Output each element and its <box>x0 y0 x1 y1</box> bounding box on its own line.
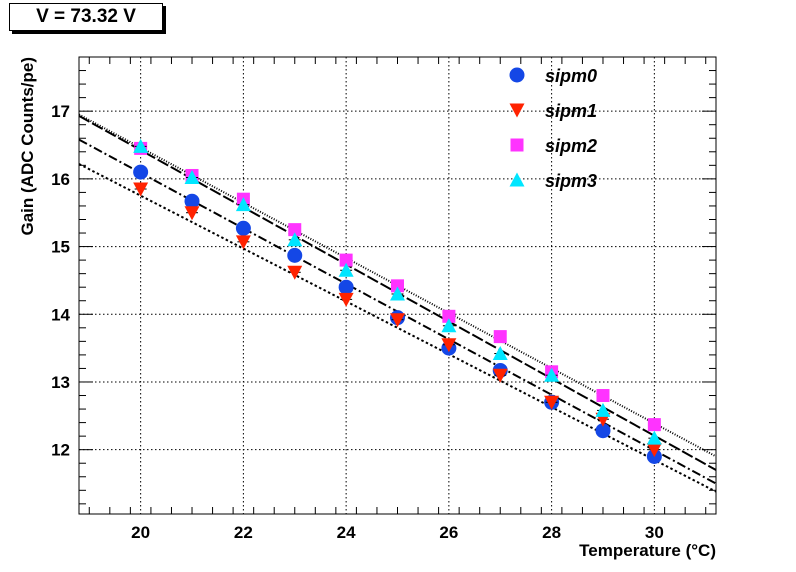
y-tick-label: 14 <box>51 305 70 324</box>
data-points <box>133 138 662 464</box>
x-tick-label: 20 <box>131 523 150 542</box>
point-sipm3 <box>235 197 251 212</box>
point-sipm0 <box>184 193 200 209</box>
y-tick-label: 16 <box>51 170 70 189</box>
point-sipm0 <box>595 423 611 439</box>
point-sipm3 <box>646 430 662 445</box>
point-sipm3 <box>287 232 303 247</box>
point-sipm1 <box>338 292 354 307</box>
x-tick-label: 24 <box>337 523 356 542</box>
point-sipm1 <box>133 182 149 197</box>
point-sipm3 <box>390 286 405 301</box>
point-sipm3 <box>338 262 354 277</box>
point-sipm0 <box>287 247 303 263</box>
legend-label-sipm2: sipm2 <box>545 136 597 156</box>
point-sipm1 <box>390 313 405 328</box>
point-sipm1 <box>441 338 457 353</box>
x-axis-title: Temperature (°C) <box>579 541 716 560</box>
point-sipm0 <box>338 279 354 295</box>
y-axis-title: Gain (ADC Counts/pe) <box>18 57 37 236</box>
point-sipm2 <box>647 418 661 432</box>
chart-title: V = 73.32 V <box>9 3 163 31</box>
point-sipm0 <box>133 164 149 180</box>
point-sipm3 <box>492 346 508 361</box>
point-sipm3 <box>595 402 611 417</box>
legend-marker-sipm0 <box>509 67 525 83</box>
x-tick-label: 26 <box>439 523 458 542</box>
x-tick-label: 28 <box>542 523 561 542</box>
fit-line-sipm1 <box>78 163 717 493</box>
legend-label-sipm0: sipm0 <box>545 66 597 86</box>
point-sipm1 <box>646 443 662 458</box>
point-sipm2 <box>288 223 302 237</box>
point-sipm3 <box>441 318 457 333</box>
point-sipm3 <box>133 138 149 153</box>
y-tick-label: 12 <box>51 441 70 460</box>
legend: sipm0 sipm1 sipm2 sipm3 <box>509 66 597 191</box>
axis-ticks: 20 22 24 26 28 30 12 13 14 15 16 17 <box>51 56 716 542</box>
point-sipm3 <box>184 170 200 185</box>
legend-marker-sipm2 <box>510 138 524 152</box>
point-sipm1 <box>492 368 508 383</box>
legend-label-sipm1: sipm1 <box>545 101 597 121</box>
point-sipm0 <box>235 220 251 236</box>
point-sipm3 <box>544 367 560 382</box>
fit-lines <box>78 113 717 493</box>
y-tick-label: 17 <box>51 102 70 121</box>
point-sipm2 <box>596 389 610 403</box>
legend-marker-sipm3 <box>509 172 525 187</box>
y-tick-label: 13 <box>51 373 70 392</box>
x-tick-label: 30 <box>645 523 664 542</box>
x-tick-label: 22 <box>234 523 253 542</box>
legend-marker-sipm1 <box>509 103 525 118</box>
legend-label-sipm3: sipm3 <box>545 171 597 191</box>
y-tick-label: 15 <box>51 238 70 257</box>
point-sipm2 <box>493 330 507 344</box>
point-sipm1 <box>235 235 251 250</box>
point-sipm1 <box>544 395 560 410</box>
point-sipm2 <box>339 253 353 267</box>
point-sipm1 <box>184 206 200 221</box>
point-sipm2 <box>442 309 456 323</box>
point-sipm1 <box>287 265 303 280</box>
point-sipm2 <box>391 279 404 293</box>
